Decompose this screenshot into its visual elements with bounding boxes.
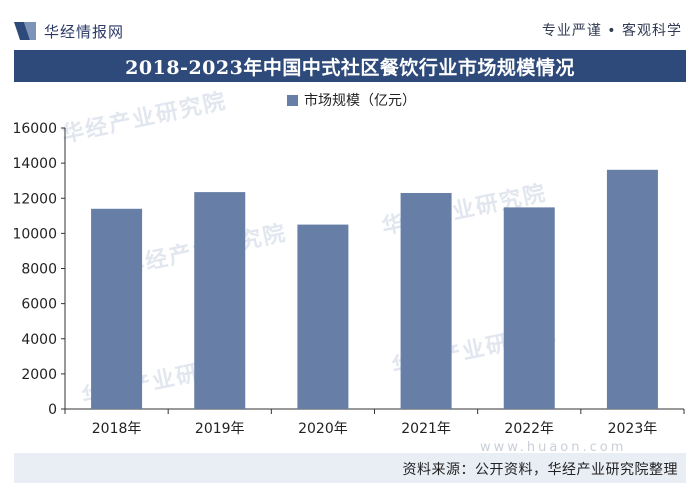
header-bar: 华经情报网 专业严谨 • 客观科学 bbox=[0, 0, 700, 48]
bar bbox=[297, 224, 349, 409]
legend-label: 市场规模（亿元） bbox=[304, 92, 416, 109]
bar bbox=[400, 192, 452, 409]
y-tick-label: 14000 bbox=[12, 156, 57, 172]
bar bbox=[606, 169, 658, 409]
watermark-site: www.huaon.com bbox=[480, 440, 627, 455]
x-tick-label: 2020年 bbox=[298, 421, 348, 437]
source-bar: 资料来源：公开资料，华经产业研究院整理 bbox=[14, 453, 686, 483]
y-tick-label: 16000 bbox=[12, 121, 57, 137]
y-tick-label: 6000 bbox=[21, 297, 57, 313]
y-tick-label: 12000 bbox=[12, 191, 57, 207]
y-tick-label: 8000 bbox=[21, 262, 57, 278]
logo-text: 华经情报网 bbox=[44, 22, 125, 41]
x-tick-label: 2022年 bbox=[504, 421, 554, 437]
y-tick-label: 4000 bbox=[21, 332, 57, 348]
source-text: 资料来源：公开资料，华经产业研究院整理 bbox=[402, 462, 678, 478]
x-tick-label: 2018年 bbox=[92, 421, 142, 437]
y-tick-label: 10000 bbox=[12, 226, 57, 242]
logo[interactable]: 华经情报网 bbox=[14, 20, 124, 42]
bar bbox=[503, 207, 555, 409]
bar-chart: 市场规模（亿元） 0 2000 4000 6000 8000 10000 12000 14000… bbox=[12, 92, 685, 437]
title-bar: 2018-2023年中国中式社区餐饮行业市场规模情况 bbox=[14, 50, 686, 82]
y-tick-label: 0 bbox=[48, 402, 57, 418]
slogan: 专业严谨 • 客观科学 bbox=[541, 23, 682, 39]
chart-area: 华经产业研究院 华经产业研究院 华经产业研究院 华经产业研究院 华经产业研究院 … bbox=[0, 82, 700, 452]
x-tick-label: 2019年 bbox=[195, 421, 245, 437]
x-tick-label: 2023年 bbox=[608, 421, 658, 437]
logo-icon bbox=[14, 22, 36, 40]
bar bbox=[91, 208, 143, 409]
bar bbox=[194, 192, 246, 409]
legend-swatch bbox=[287, 95, 298, 106]
x-tick-label: 2021年 bbox=[401, 421, 451, 437]
y-tick-label: 2000 bbox=[21, 367, 57, 383]
chart-title: 2018-2023年中国中式社区餐饮行业市场规模情况 bbox=[125, 56, 575, 79]
